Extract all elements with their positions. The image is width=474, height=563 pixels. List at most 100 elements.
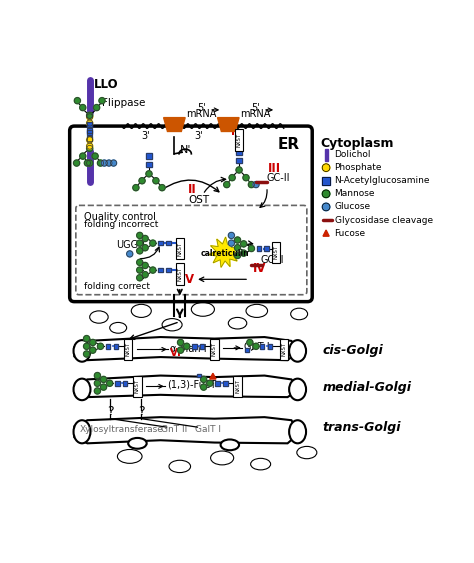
Circle shape (201, 376, 207, 382)
Bar (123, 381, 128, 386)
Bar (233, 376, 242, 397)
Bar (245, 348, 249, 352)
Circle shape (142, 262, 148, 269)
Circle shape (94, 388, 100, 394)
Circle shape (229, 175, 235, 181)
Bar (146, 153, 152, 159)
Circle shape (228, 240, 235, 246)
Circle shape (248, 181, 255, 187)
Bar (210, 338, 219, 360)
Ellipse shape (289, 340, 306, 361)
Bar (106, 344, 110, 348)
Ellipse shape (73, 420, 91, 443)
Bar (124, 338, 132, 360)
Bar (87, 122, 92, 127)
FancyBboxPatch shape (76, 205, 307, 294)
Circle shape (248, 245, 255, 252)
Text: NXST: NXST (126, 342, 131, 356)
Circle shape (137, 233, 143, 239)
Circle shape (93, 105, 100, 111)
Bar (322, 177, 330, 185)
Circle shape (201, 384, 207, 390)
Ellipse shape (289, 420, 306, 443)
Bar (257, 246, 261, 251)
Circle shape (322, 203, 330, 211)
Text: (1,3)-FucT: (1,3)-FucT (167, 380, 216, 390)
Circle shape (142, 235, 148, 242)
Text: medial-Golgi: medial-Golgi (322, 381, 411, 394)
Text: GC-II: GC-II (261, 255, 284, 265)
Circle shape (137, 260, 143, 265)
Bar (166, 241, 171, 245)
Circle shape (322, 190, 330, 198)
Circle shape (235, 252, 241, 258)
Text: folding correct: folding correct (83, 282, 149, 291)
Text: α-Man I: α-Man I (170, 345, 206, 354)
Text: cis-Golgi: cis-Golgi (322, 345, 383, 358)
Text: Mannose: Mannose (335, 189, 375, 198)
Circle shape (183, 343, 190, 350)
Text: Dolichol: Dolichol (335, 150, 371, 159)
Bar (200, 344, 204, 348)
Text: NXST: NXST (135, 379, 140, 394)
Circle shape (87, 145, 93, 151)
Text: VI: VI (170, 347, 182, 358)
Text: GC-II: GC-II (266, 173, 290, 182)
Circle shape (177, 339, 183, 346)
Bar (133, 376, 142, 397)
Bar (257, 246, 261, 251)
Circle shape (137, 248, 143, 254)
Bar (123, 381, 128, 386)
Text: Flippase: Flippase (102, 98, 146, 108)
Circle shape (224, 181, 230, 187)
Circle shape (87, 160, 93, 166)
Circle shape (137, 267, 143, 273)
Text: Glycosidase cleavage: Glycosidase cleavage (335, 216, 433, 225)
Circle shape (100, 384, 107, 390)
Text: trans-Golgi: trans-Golgi (322, 422, 401, 435)
Circle shape (100, 376, 107, 382)
Text: V: V (185, 273, 194, 286)
Bar (114, 344, 118, 348)
Bar (237, 158, 242, 163)
Bar (192, 344, 197, 348)
Text: NXST: NXST (281, 342, 286, 356)
Polygon shape (74, 376, 299, 397)
Text: Xylosyltransferase: Xylosyltransferase (80, 425, 164, 434)
Bar (192, 344, 197, 348)
Polygon shape (209, 237, 240, 267)
Bar (87, 129, 92, 135)
Text: N-Acetylglucosamine: N-Acetylglucosamine (335, 176, 430, 185)
Text: calreticulin: calreticulin (200, 249, 249, 258)
Circle shape (127, 251, 133, 257)
Circle shape (133, 185, 139, 191)
Circle shape (146, 171, 152, 177)
Circle shape (87, 114, 93, 120)
Circle shape (87, 143, 93, 149)
Circle shape (253, 181, 259, 187)
Bar (237, 158, 242, 163)
Bar (197, 374, 201, 377)
Bar (325, 149, 328, 160)
Circle shape (142, 271, 148, 278)
Bar (87, 128, 92, 133)
Circle shape (107, 380, 113, 386)
Circle shape (83, 343, 90, 350)
Polygon shape (210, 373, 216, 379)
Circle shape (87, 112, 93, 118)
Text: mRNA: mRNA (186, 109, 217, 119)
Text: II: II (188, 183, 196, 196)
Circle shape (253, 343, 259, 350)
Polygon shape (323, 230, 329, 236)
Bar (200, 344, 204, 348)
Circle shape (207, 380, 213, 386)
Circle shape (83, 351, 90, 357)
Bar (223, 381, 228, 386)
Circle shape (92, 153, 98, 159)
Ellipse shape (220, 440, 239, 450)
Bar (146, 162, 152, 167)
Bar (158, 241, 163, 245)
Bar (166, 268, 171, 272)
Text: ?: ? (107, 405, 114, 418)
Polygon shape (74, 417, 299, 443)
